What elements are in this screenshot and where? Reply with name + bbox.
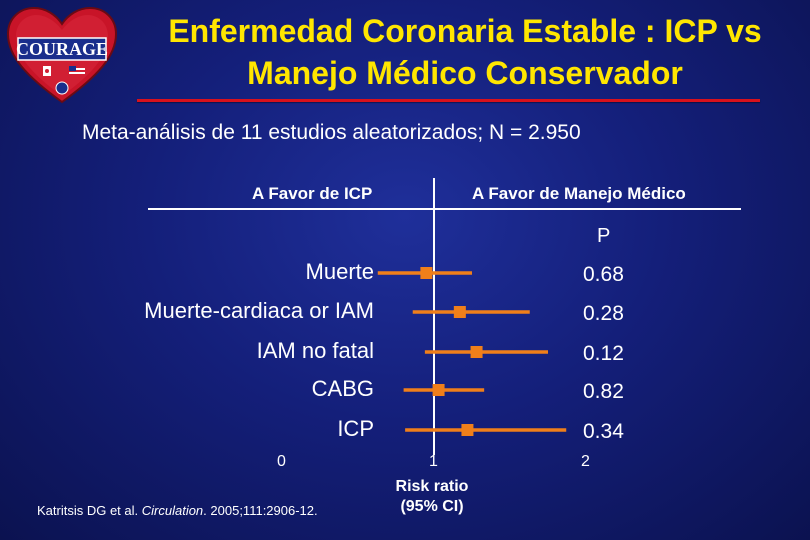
row-label-3: IAM no fatal [256, 338, 374, 363]
x-axis-label-line-2: (95% CI) [400, 498, 464, 515]
x-tick-2: 2 [581, 453, 590, 470]
row-label-5: ICP [337, 416, 374, 441]
p-value-1: 0.68 [583, 263, 624, 286]
canada-flag-icon [39, 66, 55, 76]
logo-text: COURAGE [16, 39, 108, 59]
point-estimate-2 [453, 306, 466, 318]
favor-left-label: A Favor de ICP [252, 184, 373, 203]
citation: Katritsis DG et al. Circulation. 2005;11… [37, 503, 318, 518]
seal-icon [55, 81, 69, 95]
point-estimate-5 [461, 424, 474, 436]
x-tick-1: 1 [429, 453, 438, 470]
title-line-2: Manejo Médico Conservador [247, 55, 683, 91]
x-tick-0: 0 [277, 453, 286, 470]
slide-title: Enfermedad Coronaria Estable : ICP vs Ma… [120, 10, 810, 94]
p-value-4: 0.82 [583, 380, 624, 403]
x-axis-label-line-1: Risk ratio [395, 478, 469, 495]
point-estimate-4 [432, 384, 445, 396]
title-underline [137, 99, 760, 102]
x-axis-label: Risk ratio (95% CI) [376, 477, 488, 517]
p-value-2: 0.28 [583, 302, 624, 325]
title-line-1: Enfermedad Coronaria Estable : ICP vs [168, 13, 762, 49]
p-value-5: 0.34 [583, 420, 624, 443]
row-label-4: CABG [311, 376, 374, 401]
p-header: P [597, 225, 611, 247]
citation-authors: Katritsis DG et al. [37, 503, 142, 518]
row-label-2: Muerte-cardiaca or IAM [144, 298, 374, 323]
row-label-1: Muerte [305, 259, 374, 284]
usa-flag-icon [69, 66, 85, 76]
subtitle: Meta-análisis de 11 estudios aleatorizad… [82, 121, 581, 144]
favor-right-label: A Favor de Manejo Médico [472, 184, 686, 203]
courage-logo: COURAGE [6, 6, 118, 104]
p-value-3: 0.12 [583, 342, 624, 365]
citation-journal: Circulation [141, 503, 204, 518]
citation-details: . 2005;111:2906-12. [203, 503, 318, 518]
point-estimate-3 [470, 346, 483, 358]
point-estimate-1 [420, 267, 433, 279]
